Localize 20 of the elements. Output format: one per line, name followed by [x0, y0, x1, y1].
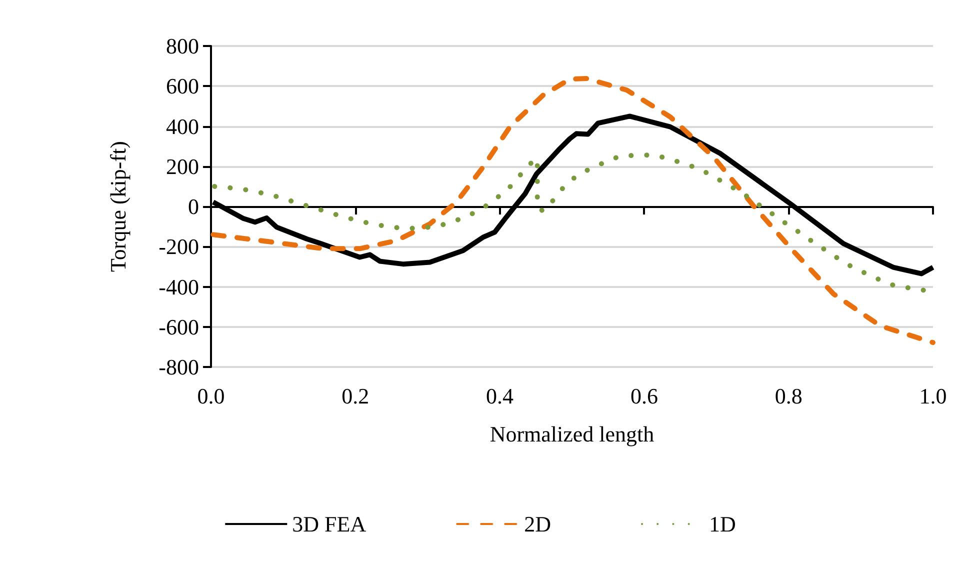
y-tick-label: 0	[188, 194, 199, 219]
x-tick-label: 0.6	[630, 384, 658, 408]
x-axis-title: Normalized length	[490, 422, 654, 446]
x-tick-label: 1.0	[919, 384, 947, 408]
legend-label: 1D	[708, 512, 736, 536]
y-axis-title: Torque (kip-ft)	[106, 140, 130, 272]
y-tick-label: 600	[166, 74, 199, 99]
y-tick-label: -400	[158, 274, 199, 300]
x-tick-label: 0.8	[774, 384, 802, 408]
legend-label: 3D FEA	[292, 512, 366, 536]
x-tick-label: 0.2	[342, 384, 370, 408]
y-tick-label: 800	[166, 34, 199, 58]
x-tick-label: 0.4	[486, 384, 514, 408]
y-tick-label: -600	[158, 314, 199, 340]
legend-label: 2D	[524, 512, 551, 536]
y-tick-label: -200	[158, 234, 199, 260]
y-tick-label: 400	[166, 114, 199, 139]
y-tick-label: 200	[166, 154, 199, 179]
x-tick-label: 0.0	[197, 384, 225, 408]
y-tick-label: -800	[158, 354, 199, 380]
